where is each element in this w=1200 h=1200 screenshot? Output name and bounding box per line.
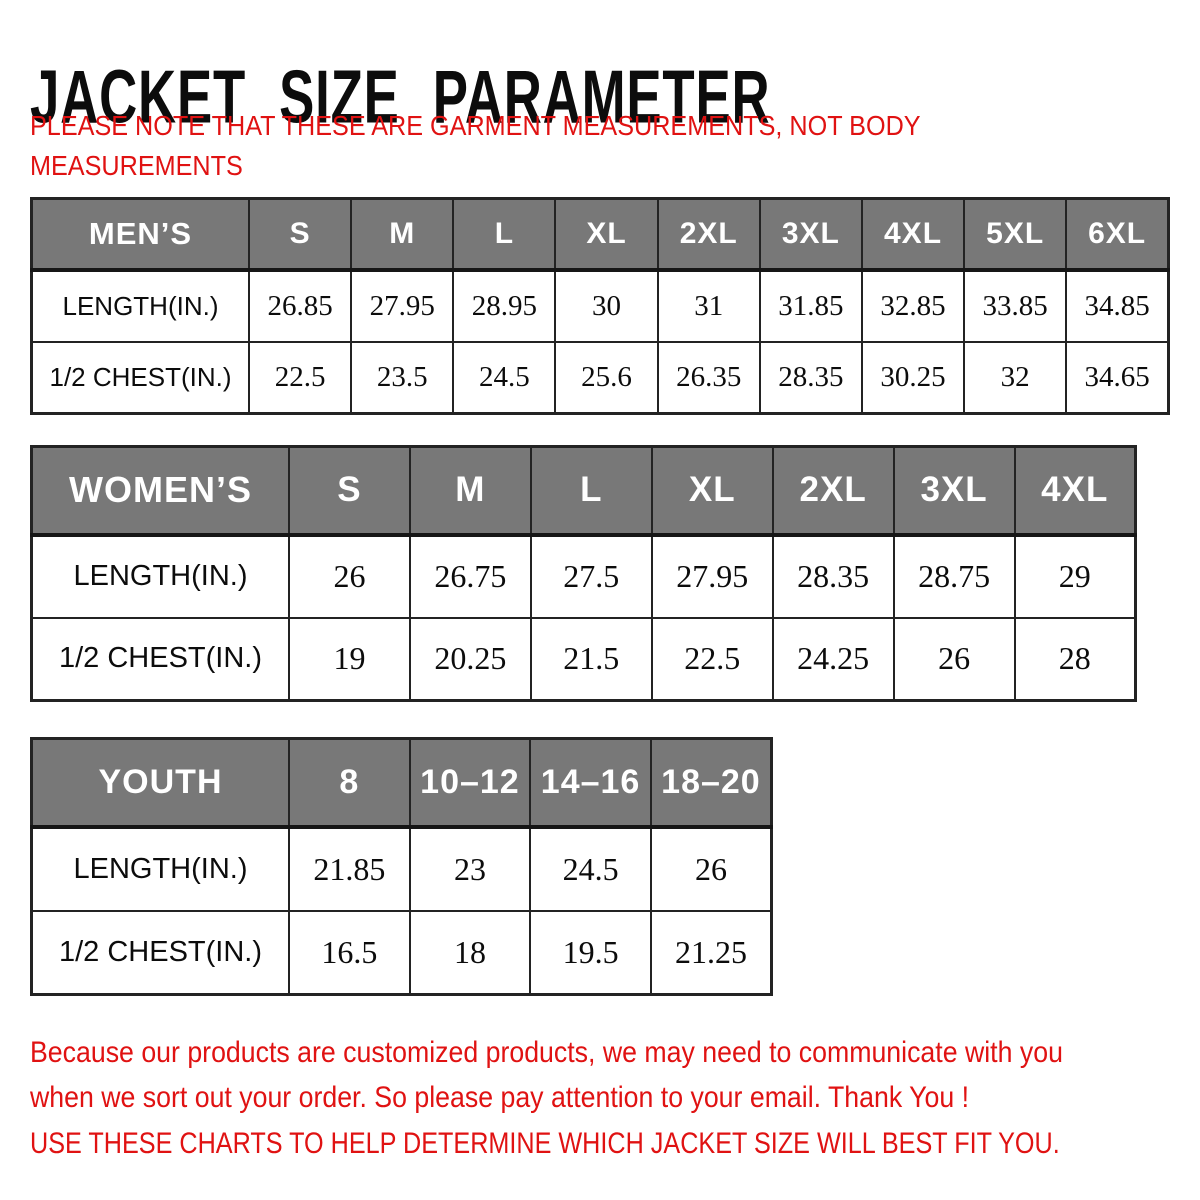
mens-value-r1-c2: 24.5 bbox=[452, 340, 557, 415]
mens-size-header-7: 5XL bbox=[963, 197, 1068, 272]
youth-group-label: YOUTH bbox=[30, 737, 290, 829]
mens-value-r0-c1: 27.95 bbox=[350, 268, 455, 343]
mens-value-r1-c1: 23.5 bbox=[350, 340, 455, 415]
mens-value-r1-c8: 34.65 bbox=[1065, 340, 1170, 415]
womens-row-label-0: LENGTH(IN.) bbox=[30, 533, 290, 619]
garment-measurement-note: PLEASE NOTE THAT THESE ARE GARMENT MEASU… bbox=[30, 106, 1020, 186]
youth-size-header-2: 14–16 bbox=[529, 737, 652, 829]
mens-value-r0-c0: 26.85 bbox=[247, 268, 353, 343]
mens-measurement-row-0: LENGTH(IN.) 26.85 27.95 28.95 30 31 31.85 32.85… bbox=[30, 268, 1170, 343]
womens-measurement-row-1: 1/2 CHEST(IN.) 19 20.25 21.5 22.5 24.25 26 28 bbox=[30, 616, 1137, 702]
youth-measurement-row-0: LENGTH(IN.) 21.85 23 24.5 26 bbox=[30, 825, 773, 912]
womens-value-r1-c0: 19 bbox=[288, 616, 411, 702]
youth-value-r1-c0: 16.5 bbox=[288, 909, 411, 996]
mens-value-r0-c8: 34.85 bbox=[1065, 268, 1170, 343]
mens-size-header-0: S bbox=[247, 197, 353, 272]
womens-size-header-0: S bbox=[288, 445, 411, 537]
womens-size-header-4: 2XL bbox=[771, 445, 895, 537]
youth-value-r1-c2: 19.5 bbox=[529, 909, 652, 996]
note-line-1: PLEASE NOTE THAT THESE ARE GARMENT MEASU… bbox=[30, 110, 921, 141]
page-title-text: JACKET SIZE PARAMETER bbox=[30, 54, 771, 139]
womens-value-r1-c1: 20.25 bbox=[408, 616, 532, 702]
youth-value-r0-c3: 26 bbox=[649, 825, 773, 912]
mens-value-r0-c3: 30 bbox=[554, 268, 659, 343]
womens-measurement-row-0: LENGTH(IN.) 26 26.75 27.5 27.95 28.35 28.75 29 bbox=[30, 533, 1137, 619]
youth-measurement-row-1: 1/2 CHEST(IN.) 16.5 18 19.5 21.25 bbox=[30, 909, 773, 996]
mens-size-header-4: 2XL bbox=[656, 197, 761, 272]
youth-size-header-3: 18–20 bbox=[649, 737, 773, 829]
mens-header-row: MEN’S S M L XL 2XL 3XL 4XL 5XL 6XL bbox=[30, 197, 1170, 272]
mens-value-r1-c5: 28.35 bbox=[758, 340, 863, 415]
womens-value-r0-c2: 27.5 bbox=[529, 533, 653, 619]
mens-size-header-3: XL bbox=[554, 197, 659, 272]
youth-size-header-0: 8 bbox=[288, 737, 411, 829]
footer-advice-text: USE THESE CHARTS TO HELP DETERMINE WHICH… bbox=[30, 1127, 1060, 1160]
womens-row-label-1: 1/2 CHEST(IN.) bbox=[30, 616, 290, 702]
mens-row-label-1: 1/2 CHEST(IN.) bbox=[30, 340, 250, 415]
mens-group-label: MEN’S bbox=[30, 197, 250, 272]
youth-value-r0-c0: 21.85 bbox=[288, 825, 411, 912]
womens-value-r0-c0: 26 bbox=[288, 533, 411, 619]
womens-value-r1-c2: 21.5 bbox=[529, 616, 653, 702]
womens-value-r1-c3: 22.5 bbox=[650, 616, 774, 702]
mens-value-r0-c5: 31.85 bbox=[758, 268, 863, 343]
mens-value-r0-c2: 28.95 bbox=[452, 268, 557, 343]
mens-size-header-6: 4XL bbox=[860, 197, 966, 272]
footer-chart-advice: USE THESE CHARTS TO HELP DETERMINE WHICH… bbox=[30, 1126, 1200, 1162]
mens-value-r0-c7: 33.85 bbox=[963, 268, 1068, 343]
note-line-2: MEASUREMENTS bbox=[30, 150, 243, 181]
mens-value-r1-c7: 32 bbox=[963, 340, 1068, 415]
womens-value-r0-c4: 28.35 bbox=[771, 533, 895, 619]
womens-group-label: WOMEN’S bbox=[30, 445, 290, 537]
mens-value-r0-c4: 31 bbox=[656, 268, 761, 343]
womens-size-header-6: 4XL bbox=[1013, 445, 1137, 537]
page-title: JACKET SIZE PARAMETER bbox=[30, 59, 956, 134]
womens-size-header-5: 3XL bbox=[892, 445, 1016, 537]
youth-value-r0-c1: 23 bbox=[408, 825, 532, 912]
womens-value-r0-c5: 28.75 bbox=[892, 533, 1016, 619]
mens-size-header-1: M bbox=[350, 197, 455, 272]
mens-size-header-5: 3XL bbox=[758, 197, 863, 272]
mens-value-r1-c3: 25.6 bbox=[554, 340, 659, 415]
womens-size-table: WOMEN’S S M L XL 2XL 3XL 4XL LENGTH(IN.) 26 26.75 2… bbox=[30, 445, 1137, 702]
footer-note-line-2: when we sort out your order. So please p… bbox=[30, 1081, 970, 1114]
mens-measurement-row-1: 1/2 CHEST(IN.) 22.5 23.5 24.5 25.6 26.35 28.35… bbox=[30, 340, 1170, 415]
womens-value-r1-c6: 28 bbox=[1013, 616, 1137, 702]
womens-size-header-3: XL bbox=[650, 445, 774, 537]
mens-value-r1-c4: 26.35 bbox=[656, 340, 761, 415]
womens-value-r0-c1: 26.75 bbox=[408, 533, 532, 619]
mens-size-header-8: 6XL bbox=[1065, 197, 1170, 272]
youth-size-table: YOUTH 8 10–12 14–16 18–20 LENGTH(IN.) 21.85 23 2… bbox=[30, 737, 773, 996]
womens-value-r0-c3: 27.95 bbox=[650, 533, 774, 619]
mens-size-header-2: L bbox=[452, 197, 557, 272]
womens-header-row: WOMEN’S S M L XL 2XL 3XL 4XL bbox=[30, 445, 1137, 537]
womens-value-r1-c5: 26 bbox=[892, 616, 1016, 702]
youth-header-row: YOUTH 8 10–12 14–16 18–20 bbox=[30, 737, 773, 829]
youth-size-header-1: 10–12 bbox=[408, 737, 532, 829]
footer-customization-note: Because our products are customized prod… bbox=[30, 1030, 1191, 1120]
womens-value-r1-c4: 24.25 bbox=[771, 616, 895, 702]
mens-value-r0-c6: 32.85 bbox=[860, 268, 966, 343]
womens-size-header-1: M bbox=[408, 445, 532, 537]
womens-size-header-2: L bbox=[529, 445, 653, 537]
mens-size-table: MEN’S S M L XL 2XL 3XL 4XL 5XL 6XL LENGTH(IN.) 26.8… bbox=[30, 197, 1170, 415]
mens-row-label-0: LENGTH(IN.) bbox=[30, 268, 250, 343]
youth-value-r0-c2: 24.5 bbox=[529, 825, 652, 912]
youth-value-r1-c1: 18 bbox=[408, 909, 532, 996]
youth-row-label-1: 1/2 CHEST(IN.) bbox=[30, 909, 290, 996]
youth-value-r1-c3: 21.25 bbox=[649, 909, 773, 996]
footer-note-line-1: Because our products are customized prod… bbox=[30, 1036, 1063, 1069]
womens-value-r0-c6: 29 bbox=[1013, 533, 1137, 619]
mens-value-r1-c0: 22.5 bbox=[247, 340, 353, 415]
youth-row-label-0: LENGTH(IN.) bbox=[30, 825, 290, 912]
mens-value-r1-c6: 30.25 bbox=[860, 340, 966, 415]
